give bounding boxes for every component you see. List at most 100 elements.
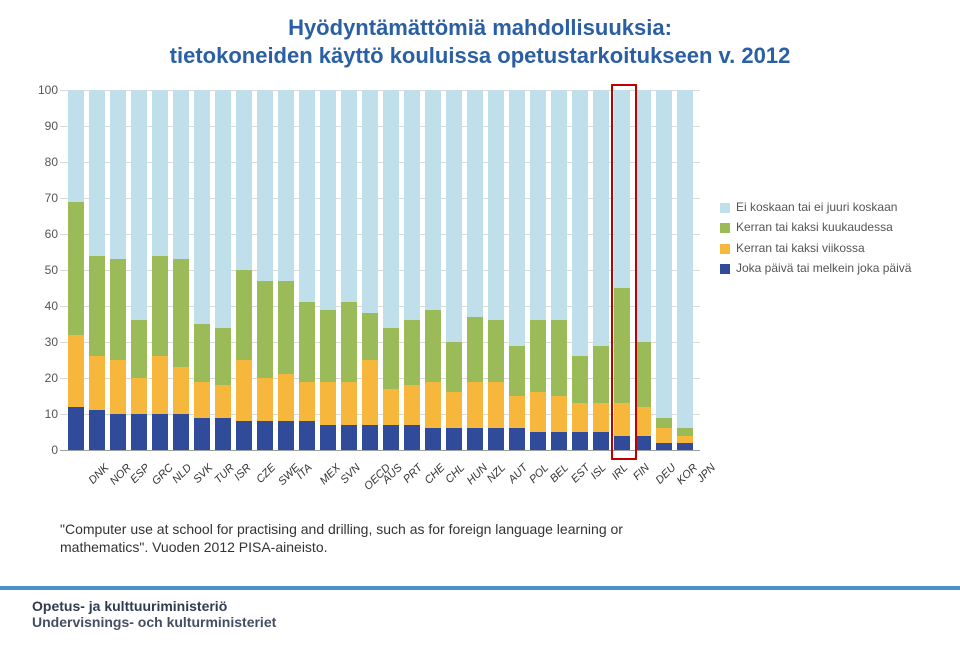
seg-s1	[362, 425, 378, 450]
category-label: SVK	[191, 462, 215, 486]
bar-POL	[509, 346, 525, 450]
legend-label: Kerran tai kaksi viikossa	[736, 241, 865, 255]
seg-s1	[215, 418, 231, 450]
category-label: ISL	[588, 462, 608, 482]
seg-s2	[614, 403, 630, 435]
seg-s1	[446, 428, 462, 450]
seg-s1	[488, 428, 504, 450]
seg-s3	[509, 346, 525, 396]
seg-s1	[656, 443, 672, 450]
seg-s2	[131, 378, 147, 414]
category-label: IRL	[609, 462, 630, 483]
category-label: DNK	[86, 462, 111, 487]
bar-SVN	[320, 310, 336, 450]
seg-s1	[404, 425, 420, 450]
y-tick: 90	[24, 119, 58, 133]
seg-s2	[572, 403, 588, 432]
seg-s2	[677, 436, 693, 443]
category-label: ISR	[232, 462, 253, 483]
seg-s1	[341, 425, 357, 450]
category-label: JPN	[694, 462, 717, 485]
bar-ISR	[215, 328, 231, 450]
y-tick: 10	[24, 407, 58, 421]
seg-s1	[425, 428, 441, 450]
seg-s1	[173, 414, 189, 450]
bar-ITA	[278, 281, 294, 450]
seg-s3	[278, 281, 294, 375]
seg-s3	[215, 328, 231, 386]
seg-s3	[656, 418, 672, 429]
bar-AUT	[488, 320, 504, 450]
bar-IRL	[593, 346, 609, 450]
bar-AUS	[362, 313, 378, 450]
legend-item: Kerran tai kaksi viikossa	[720, 241, 920, 255]
seg-s3	[446, 342, 462, 392]
seg-s3	[194, 324, 210, 382]
seg-s3	[152, 256, 168, 357]
bar-NZL	[467, 317, 483, 450]
seg-s2	[467, 382, 483, 429]
seg-s2	[257, 378, 273, 421]
seg-s1	[257, 421, 273, 450]
seg-s3	[89, 256, 105, 357]
seg-s2	[152, 356, 168, 414]
category-label: AUT	[506, 462, 530, 486]
legend-label: Ei koskaan tai ei juuri koskaan	[736, 200, 897, 214]
seg-s3	[131, 320, 147, 378]
seg-s2	[656, 428, 672, 442]
seg-s2	[89, 356, 105, 410]
seg-s2	[446, 392, 462, 428]
y-tick: 60	[24, 227, 58, 241]
seg-s1	[614, 436, 630, 450]
seg-s2	[215, 385, 231, 417]
category-label: CZE	[254, 462, 278, 486]
seg-s2	[488, 382, 504, 429]
category-label: BEL	[547, 462, 570, 485]
y-tick: 100	[24, 83, 58, 97]
seg-s3	[572, 356, 588, 403]
category-label: CHL	[443, 462, 467, 486]
seg-s2	[593, 403, 609, 432]
seg-s1	[152, 414, 168, 450]
seg-s2	[299, 382, 315, 422]
category-label: CHE	[422, 462, 447, 487]
seg-s1	[383, 425, 399, 450]
seg-s3	[320, 310, 336, 382]
footer-sv: Undervisnings- och kulturministeriet	[32, 614, 960, 630]
bar-ISL	[572, 356, 588, 450]
seg-s3	[614, 288, 630, 403]
seg-s3	[236, 270, 252, 360]
y-tick: 0	[24, 443, 58, 457]
bar-EST	[551, 320, 567, 450]
seg-s2	[341, 382, 357, 425]
seg-s1	[89, 410, 105, 450]
bar-SWE	[257, 281, 273, 450]
seg-s3	[383, 328, 399, 389]
seg-s3	[530, 320, 546, 392]
category-label: FIN	[630, 462, 651, 483]
seg-s3	[467, 317, 483, 382]
bar-BEL	[530, 320, 546, 450]
category-label: MEX	[317, 462, 342, 487]
chart: 0102030405060708090100 DNKNORESPGRCNLDSV…	[60, 90, 900, 510]
seg-s2	[278, 374, 294, 421]
seg-s2	[551, 396, 567, 432]
y-tick: 70	[24, 191, 58, 205]
y-tick: 20	[24, 371, 58, 385]
bar-OECD	[341, 302, 357, 450]
seg-s3	[362, 313, 378, 360]
seg-s3	[404, 320, 420, 385]
bar-NLD	[152, 256, 168, 450]
seg-s3	[68, 202, 84, 335]
legend: Ei koskaan tai ei juuri koskaan Kerran ta…	[720, 200, 920, 282]
seg-s1	[677, 443, 693, 450]
footer-brand: Opetus- ja kulttuuriministeriö Undervisn…	[0, 590, 960, 630]
bar-background	[677, 90, 693, 450]
seg-s1	[236, 421, 252, 450]
legend-item: Ei koskaan tai ei juuri koskaan	[720, 200, 920, 214]
bar-KOR	[656, 418, 672, 450]
category-label: NZL	[484, 462, 507, 485]
seg-s1	[467, 428, 483, 450]
bar-CZE	[236, 270, 252, 450]
bar-FIN	[614, 288, 630, 450]
